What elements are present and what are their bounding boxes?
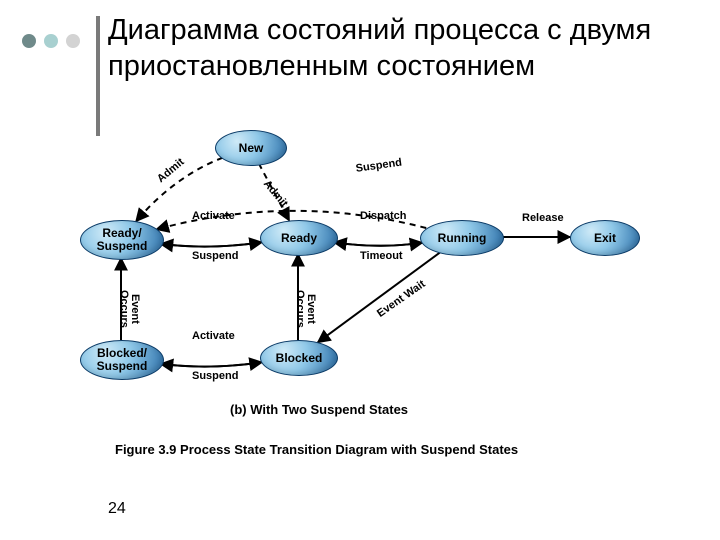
caption-b: (b) With Two Suspend States: [230, 402, 408, 417]
edge-label-ready-running: Dispatch: [360, 210, 406, 222]
state-blksusp: Blocked/Suspend: [80, 340, 164, 380]
state-blocked: Blocked: [260, 340, 338, 376]
edge-running-ready: [334, 242, 422, 245]
state-ready: Ready: [260, 220, 338, 256]
edge-blocked-blksusp: [161, 362, 262, 366]
edge-ready-readysusp: [161, 242, 262, 246]
edge-label-blocked-ready: EventOccurs: [294, 290, 316, 328]
bullet-dot: [44, 34, 58, 48]
edge-running-blocked: [318, 252, 441, 343]
edge-label-blocked-blksusp: Suspend: [192, 370, 238, 382]
diagram-svg: [60, 130, 660, 470]
caption-figure: Figure 3.9 Process State Transition Diag…: [115, 442, 518, 457]
state-readysusp: Ready/Suspend: [80, 220, 164, 260]
state-exit: Exit: [570, 220, 640, 256]
title-bullets: [22, 34, 80, 48]
page-number: 24: [108, 500, 126, 518]
state-diagram: New Ready/Suspend Ready Running Exit Blocked/…: [60, 130, 660, 470]
bullet-dot: [66, 34, 80, 48]
edge-label-blksusp-readysusp: EventOccurs: [118, 290, 140, 328]
edge-label-readysusp-ready: Activate: [192, 210, 235, 222]
state-new: New: [215, 130, 287, 166]
edge-label-running-exit: Release: [522, 212, 564, 224]
state-running: Running: [420, 220, 504, 256]
bullet-dot: [22, 34, 36, 48]
edge-label-ready-readysusp: Suspend: [192, 250, 238, 262]
slide-title: Диаграмма состояний процесса с двумя при…: [108, 12, 688, 85]
title-bar: [96, 16, 100, 136]
edge-label-blksusp-blocked: Activate: [192, 330, 235, 342]
edge-label-running-ready: Timeout: [360, 250, 403, 262]
